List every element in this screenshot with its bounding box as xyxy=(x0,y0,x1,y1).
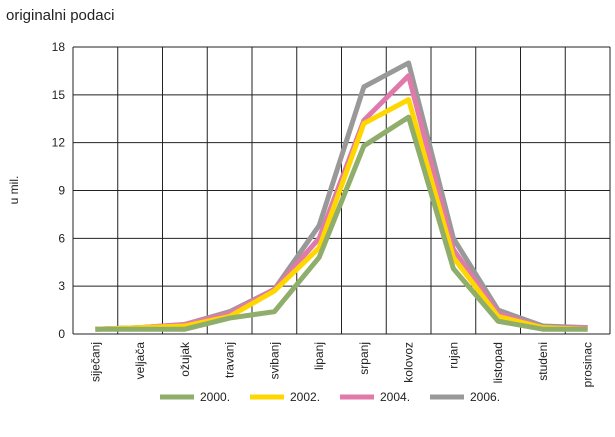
y-tick-label: 18 xyxy=(52,40,66,54)
x-tick-label: rujan xyxy=(446,342,460,369)
legend-label: 2000. xyxy=(200,390,230,404)
subtitle: originalni podaci xyxy=(6,7,114,24)
x-tick-label: siječanj xyxy=(88,342,102,382)
series-line xyxy=(95,97,588,332)
y-tick-label: 9 xyxy=(58,184,65,198)
y-tick-label: 12 xyxy=(52,136,66,150)
y-tick-label: 15 xyxy=(52,88,66,102)
x-tick-label: svibanj xyxy=(267,342,281,379)
legend-label: 2004. xyxy=(380,390,410,404)
x-tick-label: travanj xyxy=(223,342,237,378)
y-axis-label: u mil. xyxy=(7,176,21,205)
x-tick-label: prosinac xyxy=(581,342,595,387)
y-tick-label: 6 xyxy=(58,231,65,245)
legend-label: 2006. xyxy=(470,390,500,404)
x-tick-label: veljača xyxy=(133,342,147,380)
x-tick-label: srpanj xyxy=(357,342,371,375)
x-tick-label: studeni xyxy=(536,342,550,381)
x-tick-label: ožujak xyxy=(178,341,192,377)
series-line xyxy=(95,114,588,332)
y-tick-label: 0 xyxy=(58,327,65,341)
x-tick-label: kolovoz xyxy=(402,342,416,383)
x-tick-label: lipanj xyxy=(312,342,326,370)
legend-label: 2002. xyxy=(290,390,320,404)
x-tick-label: listopad xyxy=(491,342,505,383)
y-tick-label: 3 xyxy=(58,279,65,293)
